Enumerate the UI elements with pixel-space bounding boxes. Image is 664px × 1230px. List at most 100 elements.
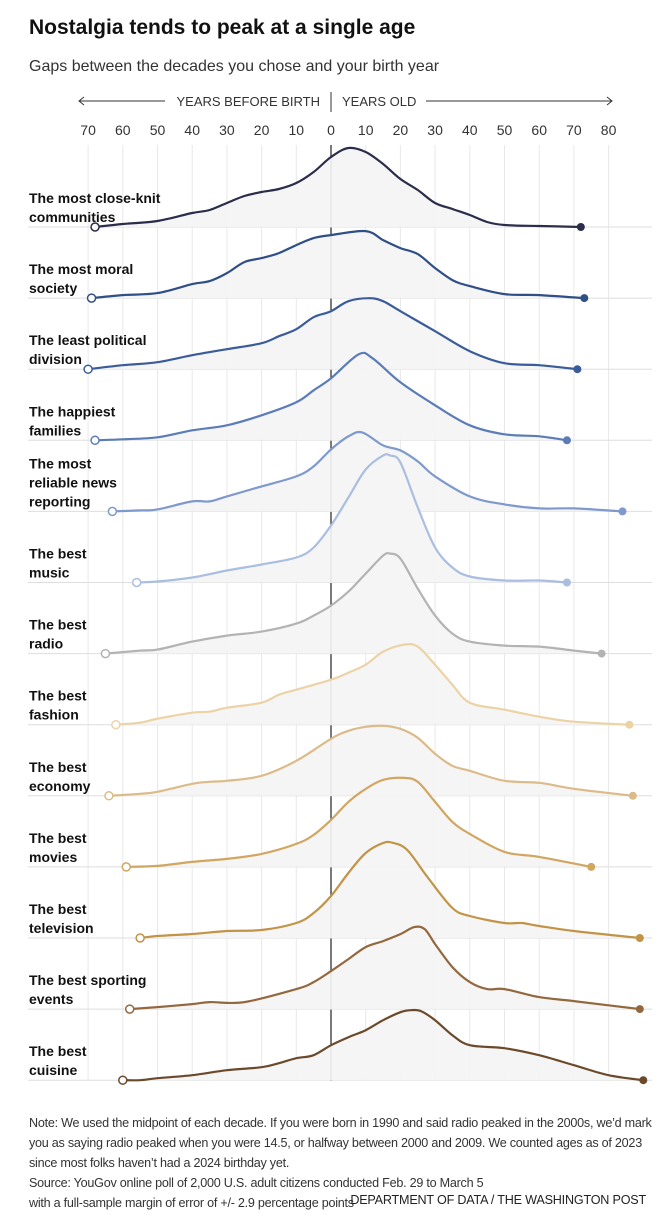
min-age-marker <box>90 222 100 232</box>
ridge-1: The most close-knit communities <box>28 146 652 232</box>
ridge-12: The best sporting events <box>28 925 652 1014</box>
max-age-marker <box>580 294 589 303</box>
max-age-marker <box>625 720 634 729</box>
x-tick-label: 30 <box>427 122 443 138</box>
ridge-area <box>95 147 581 227</box>
ridge-2: The most moral society <box>28 229 652 303</box>
min-age-marker <box>107 506 118 517</box>
ridge-label: families <box>29 422 81 438</box>
ridge-11: The best television <box>28 840 652 943</box>
ridge-area <box>88 298 578 370</box>
x-tick-label: 0 <box>327 122 335 138</box>
ridge-line <box>105 552 602 655</box>
max-age-marker <box>635 1005 644 1014</box>
ridge-area <box>122 1009 644 1081</box>
max-age-marker <box>562 436 571 445</box>
ridge-line <box>129 925 640 1011</box>
arrow-right-icon <box>606 96 613 106</box>
ridge-label: cuisine <box>29 1062 77 1078</box>
ridge-area <box>95 352 567 441</box>
x-tick-label: 60 <box>531 122 547 138</box>
axis-label-years-old: YEARS OLD <box>342 94 416 109</box>
x-tick-label: 50 <box>150 122 166 138</box>
min-age-marker <box>83 364 93 374</box>
ridge-line <box>136 453 568 584</box>
ridge-label: The most <box>29 455 92 471</box>
ridge-label: The best <box>29 617 87 633</box>
x-tick-label: 70 <box>566 122 582 138</box>
ridge-line <box>94 146 581 229</box>
axis-label-before-birth: YEARS BEFORE BIRTH <box>176 94 320 109</box>
ridge-line <box>115 643 630 726</box>
ridge-label: The best <box>29 759 87 775</box>
credit: DEPARTMENT OF DATA / THE WASHINGTON POST <box>350 1193 646 1207</box>
ridge-label: The best <box>29 901 87 917</box>
max-age-marker <box>573 365 582 374</box>
ridge-line <box>112 430 623 513</box>
x-tick-label: 60 <box>115 122 131 138</box>
ridge-area <box>115 644 630 725</box>
ridge-line <box>126 776 592 868</box>
ridge-line <box>140 840 640 940</box>
min-age-marker <box>135 933 145 943</box>
ridge-label: The best <box>29 688 87 704</box>
ridge-area <box>126 777 592 867</box>
min-age-marker <box>131 577 142 588</box>
ridge-label: economy <box>29 778 91 794</box>
ridge-label: The most close-knit <box>29 190 161 206</box>
ridge-label: division <box>29 351 82 367</box>
ridge-8: The best fashion <box>28 643 652 730</box>
ridge-label: movies <box>29 849 77 865</box>
ridge-line <box>108 724 634 797</box>
min-age-marker <box>90 435 100 446</box>
max-age-marker <box>587 862 596 871</box>
ridge-label: reliable news <box>29 474 117 490</box>
ridge-area <box>140 841 640 938</box>
ridge-area <box>91 230 585 299</box>
max-age-marker <box>562 578 571 587</box>
ridge-line <box>87 297 578 371</box>
ridge-label: society <box>29 280 77 296</box>
min-age-marker <box>118 1075 128 1085</box>
x-tick-label: 20 <box>254 122 270 138</box>
ridge-7: The best radio <box>28 552 652 659</box>
min-age-marker <box>111 719 121 730</box>
ridge-label: events <box>29 991 74 1007</box>
x-tick-label: 40 <box>462 122 478 138</box>
ridge-10: The best movies <box>28 776 652 872</box>
chart-subtitle: Gaps between the decades you chose and y… <box>29 58 440 75</box>
ridge-5: The most reliable news reporting <box>28 430 652 517</box>
ridge-9: The best economy <box>28 724 652 801</box>
min-age-marker <box>121 862 132 872</box>
ridgeline-chart: YEARS BEFORE BIRTH YEARS OLD 70 60 50 40 30 20 1… <box>28 92 652 1085</box>
footnote: Note: We used the midpoint of each decad… <box>29 1116 652 1170</box>
ridge-label: The least political <box>29 332 146 348</box>
ridge-area <box>105 553 602 654</box>
ridge-label: The best <box>29 546 87 562</box>
min-age-marker <box>104 791 114 801</box>
ridge-line <box>91 229 585 300</box>
chart-title: Nostalgia tends to peak at a single age <box>29 16 416 39</box>
max-age-marker <box>597 649 606 658</box>
max-age-marker <box>628 791 637 800</box>
ridge-label: The most moral <box>29 261 133 277</box>
ridge-line <box>94 351 568 442</box>
arrow-left-icon <box>78 96 85 106</box>
ridge-label: television <box>29 920 94 936</box>
ridge-13: The best cuisine <box>28 1008 652 1085</box>
min-age-marker <box>86 293 97 303</box>
ridge-area <box>108 725 633 796</box>
max-age-marker <box>576 223 585 231</box>
ridge-label: fashion <box>29 707 79 723</box>
ridge-label: reporting <box>29 493 90 509</box>
ridge-label: The best <box>29 1043 87 1059</box>
x-tick-label: 10 <box>289 122 305 138</box>
x-tick-label: 20 <box>393 122 409 138</box>
ridge-area <box>129 926 640 1010</box>
ridge-area <box>136 454 567 583</box>
min-age-marker <box>100 648 111 659</box>
ridge-label: radio <box>29 636 63 652</box>
x-tick-label: 40 <box>184 122 200 138</box>
ridge-6: The best music <box>28 453 652 588</box>
source-note: Source: YouGov online poll of 2,000 U.S.… <box>29 1176 484 1210</box>
